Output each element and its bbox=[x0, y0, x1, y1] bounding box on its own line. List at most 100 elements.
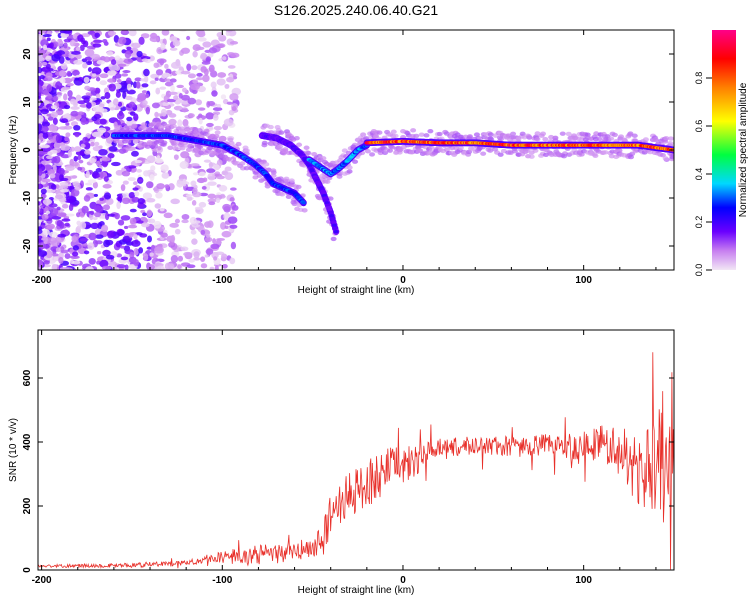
heatmap-cell bbox=[87, 242, 95, 250]
heatmap-cell bbox=[137, 93, 147, 101]
heatmap-cell bbox=[60, 118, 69, 123]
heatmap-cell bbox=[71, 188, 80, 197]
heatmap-cell bbox=[93, 39, 103, 43]
heatmap-halo bbox=[632, 138, 639, 143]
heatmap-cell bbox=[96, 251, 102, 255]
heatmap-cell bbox=[169, 47, 178, 51]
heatmap-cell bbox=[107, 31, 117, 36]
heatmap-halo bbox=[293, 136, 300, 141]
heatmap-cell bbox=[131, 42, 141, 49]
heatmap-halo bbox=[239, 161, 246, 166]
heatmap-cell bbox=[229, 197, 235, 202]
heatmap-cell bbox=[51, 263, 58, 270]
snr-frame bbox=[37, 329, 675, 571]
heatmap-cell bbox=[207, 100, 216, 107]
heatmap-cell bbox=[83, 250, 90, 255]
heatmap-cell bbox=[91, 67, 102, 75]
heatmap-cell bbox=[74, 77, 80, 81]
heatmap-cell bbox=[45, 63, 51, 70]
y-tick-label: -20 bbox=[22, 238, 33, 253]
heatmap-cell bbox=[153, 220, 162, 229]
heatmap-cell bbox=[126, 116, 133, 122]
heatmap-cell bbox=[230, 211, 236, 215]
heatmap-halo bbox=[473, 132, 480, 137]
heatmap-cell bbox=[146, 209, 153, 217]
heatmap-cell bbox=[94, 141, 100, 147]
heatmap-cell bbox=[83, 97, 90, 104]
heatmap-cell bbox=[76, 220, 81, 226]
heatmap-cell bbox=[99, 73, 109, 79]
heatmap-cell bbox=[207, 220, 214, 228]
heatmap-cell bbox=[67, 149, 72, 158]
heatmap-cell bbox=[160, 232, 168, 238]
heatmap-cell bbox=[46, 155, 53, 160]
heatmap-halo bbox=[565, 131, 572, 137]
heatmap-cell bbox=[209, 113, 214, 120]
heatmap-cell bbox=[116, 264, 126, 269]
heatmap-cell bbox=[88, 257, 96, 265]
heatmap-cell bbox=[84, 85, 91, 91]
heatmap-cell bbox=[60, 177, 69, 182]
heatmap-cell bbox=[190, 180, 197, 187]
heatmap-cell bbox=[86, 102, 92, 109]
heatmap-cell bbox=[141, 83, 149, 88]
heatmap-cell bbox=[70, 146, 75, 152]
heatmap-cell bbox=[97, 127, 107, 133]
heatmap-cell bbox=[227, 216, 238, 224]
heatmap-cell bbox=[84, 56, 93, 61]
heatmap-halo bbox=[346, 165, 353, 170]
heatmap-cell bbox=[207, 172, 216, 181]
heatmap-cell bbox=[77, 155, 82, 161]
heatmap-cell bbox=[203, 159, 211, 163]
heatmap-cell bbox=[75, 46, 81, 51]
heatmap-cell bbox=[53, 256, 59, 262]
heatmap-cell bbox=[120, 256, 129, 261]
heatmap-cell bbox=[191, 65, 198, 71]
heatmap-cell bbox=[133, 247, 139, 256]
heatmap-cell bbox=[154, 203, 162, 209]
heatmap-cell bbox=[123, 58, 134, 64]
heatmap-cell bbox=[200, 263, 208, 269]
heatmap-cell bbox=[216, 104, 222, 108]
heatmap-cell bbox=[160, 164, 169, 172]
heatmap-cell bbox=[50, 183, 57, 190]
heatmap-cell bbox=[38, 261, 44, 266]
heatmap-cell bbox=[61, 53, 70, 58]
heatmap-cell bbox=[42, 229, 50, 236]
heatmap-halo bbox=[454, 149, 461, 155]
heatmap-cell bbox=[65, 213, 75, 217]
heatmap-cell bbox=[164, 262, 172, 270]
heatmap-halo bbox=[376, 130, 383, 135]
heatmap-cell bbox=[38, 33, 43, 40]
heatmap-cell bbox=[217, 72, 227, 78]
heatmap-cell bbox=[72, 251, 79, 257]
heatmap-cell bbox=[127, 177, 136, 182]
heatmap-cell bbox=[80, 117, 87, 126]
heatmap-halo bbox=[270, 173, 277, 178]
heatmap-cell bbox=[56, 206, 61, 211]
heatmap-cell bbox=[41, 61, 48, 66]
heatmap-cell bbox=[161, 172, 170, 179]
heatmap-cell bbox=[136, 220, 144, 224]
heatmap-halo bbox=[255, 158, 262, 163]
heatmap-cell bbox=[42, 44, 48, 51]
heatmap-cell bbox=[193, 251, 200, 259]
heatmap-cell bbox=[56, 220, 63, 227]
heatmap-cell bbox=[56, 91, 63, 96]
heatmap-cell bbox=[191, 200, 197, 206]
heatmap-cell bbox=[164, 78, 172, 82]
heatmap-cell bbox=[87, 67, 92, 73]
heatmap-cell bbox=[109, 107, 115, 111]
heatmap-cell bbox=[153, 246, 164, 254]
heatmap-cell bbox=[105, 212, 110, 221]
heatmap-cell bbox=[141, 58, 149, 63]
heatmap-cell bbox=[221, 253, 228, 260]
heatmap-cell bbox=[141, 90, 148, 94]
heatmap-halo bbox=[324, 179, 331, 184]
heatmap-halo bbox=[285, 194, 292, 200]
heatmap-cell bbox=[102, 184, 112, 189]
heatmap-cell bbox=[40, 39, 49, 48]
heatmap-halo bbox=[602, 150, 609, 155]
heatmap-cell bbox=[206, 168, 216, 174]
heatmap-cell bbox=[150, 165, 156, 172]
